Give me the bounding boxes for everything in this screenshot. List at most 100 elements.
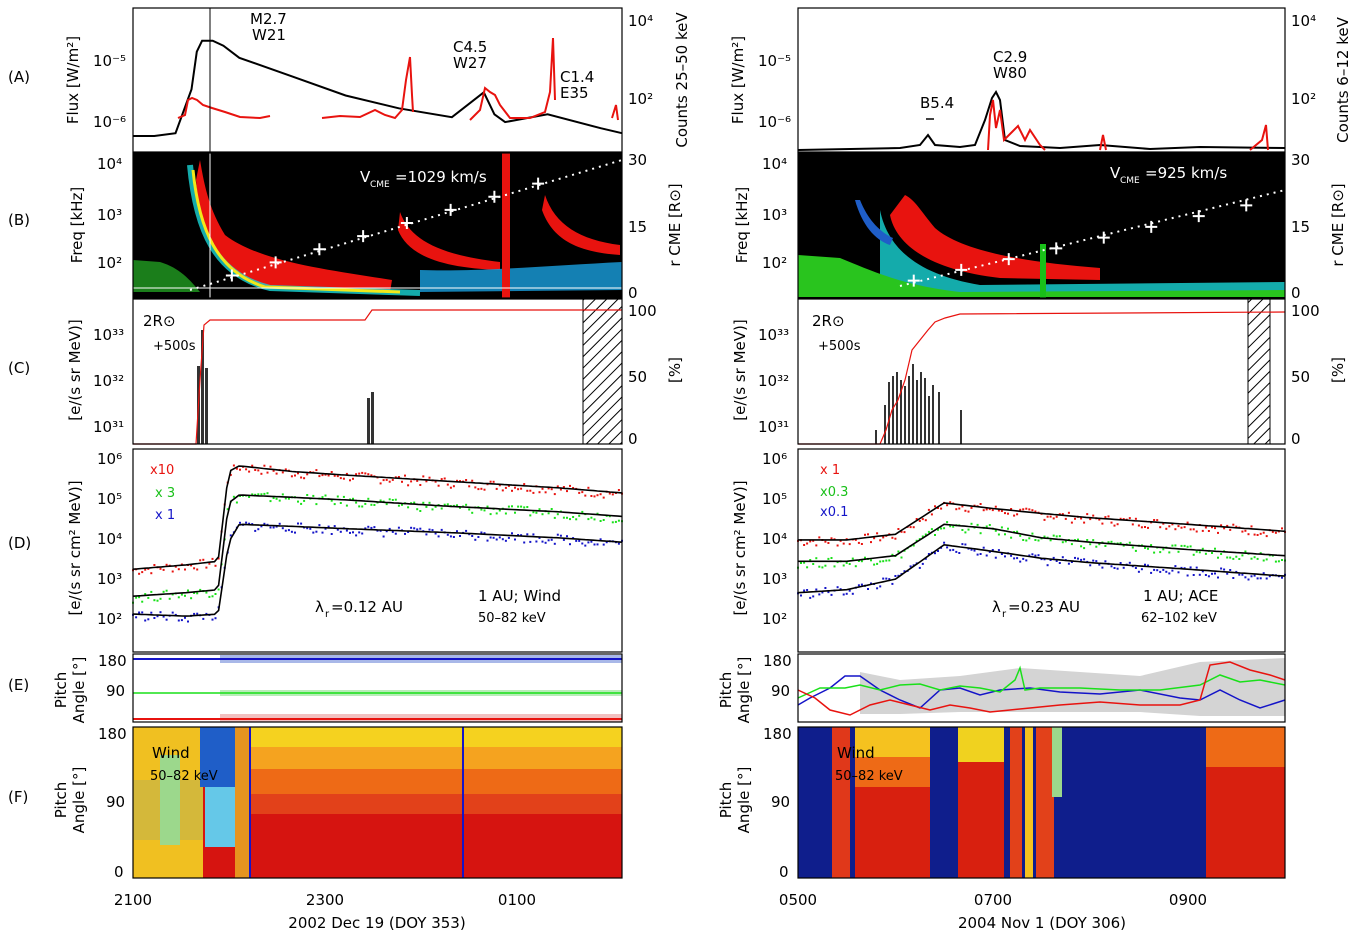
right-d-data-point <box>839 539 842 542</box>
left-d-data-point <box>232 464 235 467</box>
right-d-data-point <box>924 519 927 522</box>
left-d-data-point <box>257 469 260 472</box>
right-d-data-point <box>934 534 936 536</box>
left-d-source: 1 AU; Wind <box>478 587 561 605</box>
right-d-ylabel: [e/(s sr cm² MeV)] <box>731 480 749 615</box>
right-b-ylabel: Freq [kHz] <box>733 187 751 263</box>
left-d-energy: 50–82 keV <box>478 611 546 626</box>
left-d-data-point <box>413 527 416 530</box>
left-d-data-point <box>153 564 156 566</box>
left-d-data-point <box>407 531 410 533</box>
left-d-data-point <box>459 535 461 537</box>
right-d-data-point <box>1247 578 1250 581</box>
right-d-data-point <box>1201 547 1204 550</box>
right-d-ytick-2: 10⁵ <box>762 490 787 508</box>
right-d-data-point <box>833 565 836 568</box>
right-d-data-point <box>1034 510 1037 513</box>
left-d-data-point <box>345 472 348 475</box>
right-d-data-point <box>860 543 863 545</box>
right-d-data-point <box>961 543 964 546</box>
left-d-data-point <box>370 526 373 529</box>
left-d-data-point <box>214 593 217 595</box>
right-d-ytick-1: 10⁶ <box>762 450 787 468</box>
right-d-data-point <box>1241 573 1244 576</box>
left-d-data-point <box>315 469 318 472</box>
left-d-data-point <box>541 513 544 516</box>
right-c-bar <box>904 386 906 444</box>
right-d-data-point <box>955 550 958 553</box>
left-d-data-point <box>407 506 410 509</box>
left-d-data-point <box>162 590 165 593</box>
right-d-data-point <box>985 525 988 528</box>
left-d-data-point <box>388 480 391 483</box>
left-d-data-point <box>196 592 199 595</box>
right-d-data-point <box>1189 566 1192 569</box>
left-f-ytick-3: 0 <box>114 863 124 881</box>
left-d-data-point <box>391 499 394 501</box>
right-d-data-point <box>897 550 900 553</box>
right-d-data-point <box>1037 554 1040 557</box>
right-a-ytick-right-1: 10⁴ <box>1291 12 1316 30</box>
right-e-blue-line <box>797 675 1286 709</box>
left-b-ytick-right-1: 30 <box>628 151 647 169</box>
right-d-data-point <box>1247 533 1250 536</box>
right-d-data-point <box>1064 517 1067 520</box>
left-panel-a: M2.7 W21 C4.5 W27 C1.4 E35 10⁻⁵ 10⁻⁶ 10⁴… <box>64 7 691 153</box>
right-d-data-point <box>1061 556 1064 559</box>
left-d-data-point <box>336 495 339 498</box>
right-d-data-point <box>1241 530 1244 533</box>
right-d-data-point <box>927 530 930 533</box>
right-d-data-point <box>867 533 869 536</box>
left-d-data-point <box>324 494 327 497</box>
right-d-data-point <box>1226 524 1229 527</box>
right-d-data-point <box>1128 517 1131 520</box>
right-d-data-point <box>1265 577 1268 580</box>
right-d-data-point <box>949 525 952 528</box>
left-b-vcme-v: V <box>360 168 371 186</box>
left-f-ytick-1: 180 <box>98 725 127 743</box>
right-d-data-point <box>943 527 946 530</box>
right-d-data-point <box>955 508 958 511</box>
left-d-data-point <box>416 508 419 511</box>
left-d-data-point <box>520 487 523 490</box>
left-e-bg <box>133 654 622 722</box>
left-d-data-point <box>617 542 620 545</box>
right-c-ylabel: [e/(s sr MeV)] <box>731 319 749 420</box>
left-d-data-point <box>535 540 538 543</box>
right-d-data-point <box>1000 526 1003 529</box>
right-d-data-point <box>842 542 845 545</box>
right-c-ytick-3: 10³¹ <box>758 418 789 436</box>
left-d-data-point <box>150 611 153 614</box>
right-d-data-point <box>1028 508 1031 511</box>
right-d-data-point <box>994 556 997 559</box>
right-d-data-point <box>1089 543 1092 546</box>
left-d-data-point <box>590 540 593 543</box>
right-d-data-point <box>1074 556 1076 559</box>
left-d-data-point <box>544 541 547 544</box>
left-panel-f: Wind 50–82 keV 180 90 0 Pitch Angle [°] <box>52 725 623 881</box>
left-d-data-point <box>379 529 382 532</box>
left-d-data-point <box>532 491 535 494</box>
right-d-data-point <box>1171 523 1174 526</box>
left-e-ylabel-1: Pitch <box>52 672 70 709</box>
left-d-data-point <box>300 502 303 505</box>
right-d-data-point <box>964 531 967 534</box>
right-d-data-point <box>1022 508 1025 511</box>
right-b-cme-height-marker <box>955 263 968 276</box>
right-panel-b: V CME =925 km/s 10⁴ 10³ 10² 30 15 0 Freq… <box>733 151 1347 302</box>
right-d-data-point <box>803 589 806 592</box>
right-d-data-point <box>1159 526 1162 529</box>
left-d-data-point <box>562 538 565 541</box>
right-d-data-point <box>1098 518 1101 521</box>
right-e-green-line <box>797 665 1286 699</box>
right-d-data-point <box>921 518 924 521</box>
left-d-data-point <box>174 613 177 616</box>
left-d-data-point <box>428 528 431 531</box>
right-d-data-point <box>1147 547 1149 550</box>
left-d-data-point <box>434 505 437 508</box>
left-d-data-point <box>327 474 330 477</box>
right-d-data-point <box>857 584 860 587</box>
left-a-flare-1-name: M2.7 <box>250 10 287 28</box>
left-d-data-point <box>269 526 272 529</box>
left-d-data-point <box>553 516 556 519</box>
